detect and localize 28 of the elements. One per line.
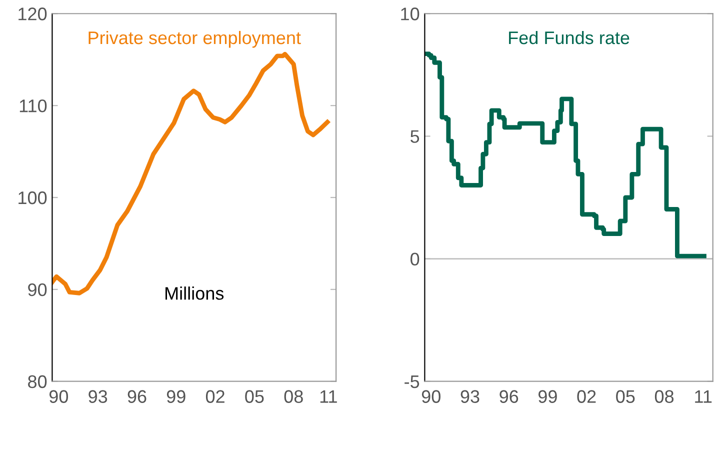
x-tick-label: 02 xyxy=(577,390,596,403)
x-tick-label: 96 xyxy=(128,390,146,403)
x-tick-label: 93 xyxy=(88,390,108,403)
x-tick-label: 90 xyxy=(422,390,440,403)
x-tick-label: 02 xyxy=(206,390,224,403)
x-tick-label: 08 xyxy=(654,390,674,403)
x-tick-label: 90 xyxy=(49,390,68,403)
annotation: Millions xyxy=(166,286,224,300)
text: Fed Funds rate xyxy=(509,30,630,44)
x-tick-label: 11 xyxy=(695,390,712,403)
x-tick-label: 05 xyxy=(245,390,264,403)
y-tick-label: 90 xyxy=(28,283,47,296)
y-tick-label: 100 xyxy=(18,191,47,204)
text: Private sector employment xyxy=(88,30,301,48)
x-tick-label: 11 xyxy=(320,390,337,403)
y-tick-label: 5 xyxy=(410,130,420,143)
x-tick-label: 05 xyxy=(616,390,635,403)
y-tick-label: 110 xyxy=(20,99,47,112)
x-tick-label: 96 xyxy=(500,390,518,403)
y-tick-label: 10 xyxy=(401,8,420,20)
x-tick-label: 99 xyxy=(166,390,186,403)
y-tick-label: -5 xyxy=(404,375,420,388)
y-tick-label: 120 xyxy=(18,8,47,20)
y-tick-label: 0 xyxy=(410,252,420,266)
y-tick-label: 80 xyxy=(28,375,47,388)
x-tick-label: 08 xyxy=(284,390,303,403)
x-tick-label: 99 xyxy=(538,390,557,403)
x-tick-label: 93 xyxy=(460,390,480,403)
